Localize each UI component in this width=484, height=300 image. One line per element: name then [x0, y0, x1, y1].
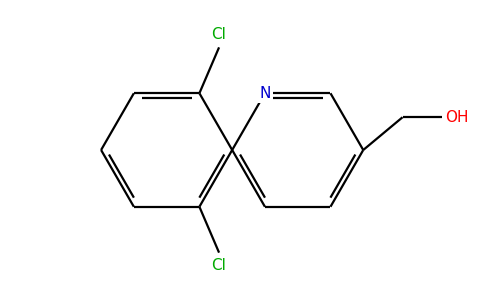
Text: Cl: Cl — [212, 258, 227, 273]
Text: Cl: Cl — [212, 27, 227, 42]
Text: N: N — [259, 86, 271, 101]
Text: OH: OH — [445, 110, 469, 125]
